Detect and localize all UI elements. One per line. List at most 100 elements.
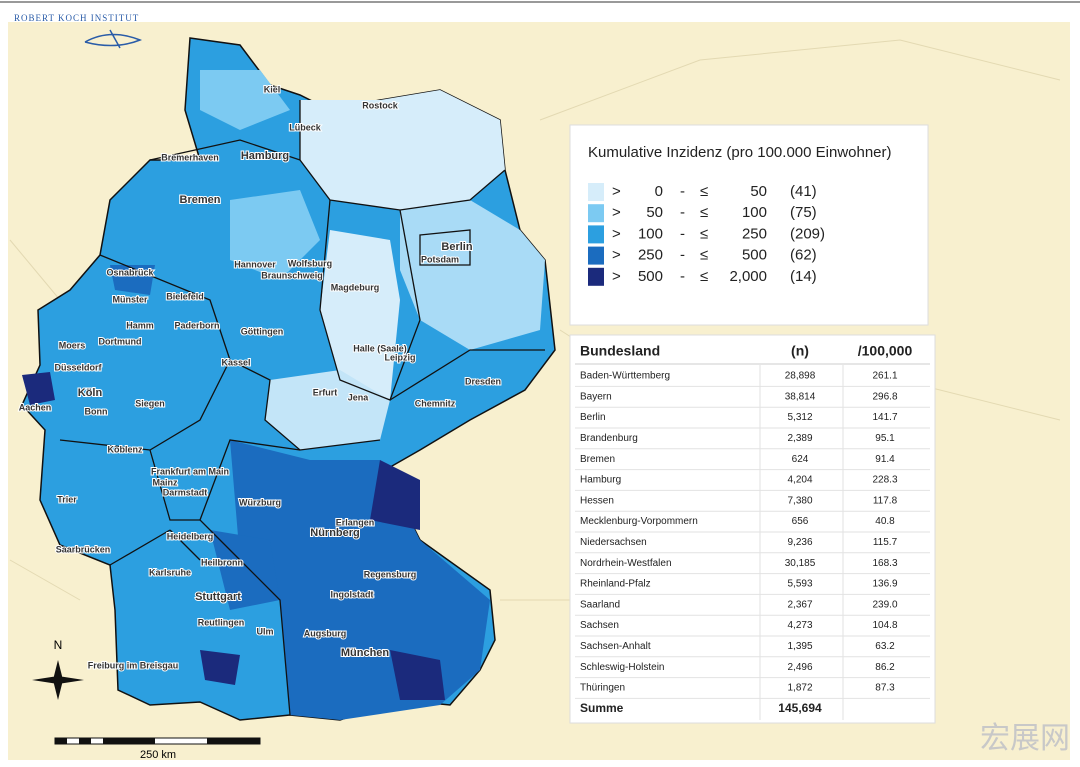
city-label: Leipzig	[385, 352, 416, 362]
city-label: Dresden	[465, 376, 501, 386]
city-label: Potsdam	[421, 254, 459, 264]
city-label: Stuttgart	[195, 591, 241, 603]
table-cell: Brandenburg	[580, 433, 638, 444]
city-label: Kiel	[264, 84, 281, 94]
legend-count: (75)	[790, 204, 817, 221]
table-cell: 104.8	[872, 620, 897, 631]
legend-upper: 250	[742, 225, 767, 242]
north-arrow: N	[32, 638, 84, 700]
city-label: Köln	[78, 387, 103, 399]
logo: ROBERT KOCH INSTITUT	[14, 13, 143, 49]
table-cell: 2,496	[787, 662, 812, 673]
legend-count: (62)	[790, 247, 817, 264]
city-label: Erfurt	[313, 387, 338, 397]
table-cell: 30,185	[785, 558, 816, 569]
city-label: Reutlingen	[198, 617, 245, 627]
legend-upper: 50	[750, 183, 767, 200]
regions	[22, 70, 545, 720]
city-label: Bielefeld	[166, 291, 204, 301]
legend-symbol: ≤	[700, 268, 708, 285]
city-label: Hamburg	[241, 150, 289, 162]
table-cell: 2,367	[787, 599, 812, 610]
table-cell: Hamburg	[580, 475, 621, 486]
watermark: 宏展网	[980, 722, 1070, 755]
table-cell: 1,872	[787, 683, 812, 694]
legend-swatch	[588, 225, 604, 244]
city-label: Bremen	[180, 194, 221, 206]
city-label: Halle (Saale)	[353, 343, 407, 353]
legend-symbol: >	[612, 183, 621, 200]
city-label: Kassel	[221, 357, 250, 367]
table-cell: 40.8	[875, 516, 895, 527]
legend-symbol: -	[680, 183, 685, 200]
table-cell: 95.1	[875, 433, 895, 444]
city-label: Rostock	[362, 100, 399, 110]
city-label: Paderborn	[174, 320, 219, 330]
table-cell: 168.3	[872, 558, 897, 569]
scale-label: 250 km	[140, 749, 176, 761]
table-box	[569, 334, 936, 724]
table-cell: Mecklenburg-Vorpommern	[580, 516, 698, 527]
legend-swatch	[588, 204, 604, 223]
table-cell: Schleswig-Holstein	[580, 662, 664, 673]
legend-symbol: ≤	[700, 247, 708, 264]
region-dark	[210, 530, 280, 610]
legend-swatch	[588, 183, 604, 201]
city-label: Jena	[348, 392, 370, 402]
table-cell: Hessen	[580, 495, 614, 506]
table-cell: 296.8	[872, 391, 897, 402]
legend-symbol: ≤	[700, 225, 708, 242]
legend-symbol: ≤	[700, 204, 708, 221]
region-light	[400, 200, 545, 350]
legend-symbol: -	[680, 204, 685, 221]
table-cell: 656	[792, 516, 809, 527]
legend-lower: 0	[655, 183, 663, 200]
city-label: Hamm	[126, 320, 154, 330]
city-label: Braunschweig	[261, 270, 323, 280]
state-borders	[59, 100, 545, 716]
legend-upper: 2,000	[729, 268, 767, 285]
city-label: Aachen	[19, 402, 52, 412]
table-cell: 86.2	[875, 662, 895, 673]
scale-segment	[79, 738, 91, 744]
table-cell: 28,898	[785, 371, 816, 382]
table-cell: 228.3	[872, 475, 897, 486]
table-cell: 261.1	[872, 371, 897, 382]
city-label: München	[341, 647, 390, 659]
city-label: Augsburg	[304, 628, 347, 638]
region-light	[320, 230, 400, 400]
region-darkest	[200, 650, 240, 685]
legend-symbol: -	[680, 247, 685, 264]
table-cell: Thüringen	[580, 683, 625, 694]
city-label: Düsseldorf	[54, 362, 102, 372]
city-label: Frankfurt am Main	[151, 466, 229, 476]
city-label: Bonn	[85, 406, 108, 416]
city-label: Bremerhaven	[161, 152, 219, 162]
city-label: Magdeburg	[331, 282, 380, 292]
north-label: N	[54, 638, 63, 652]
border	[389, 349, 545, 401]
table-cell: Saarland	[580, 599, 620, 610]
city-label: Berlin	[441, 241, 472, 253]
border	[319, 199, 421, 401]
table-cell: 5,312	[787, 412, 812, 423]
city-label: Würzburg	[239, 497, 281, 507]
legend-count: (41)	[790, 183, 817, 200]
legend-lower: 50	[646, 204, 663, 221]
legend-symbol: -	[680, 225, 685, 242]
city-label: Erlangen	[336, 517, 375, 527]
region-light	[265, 370, 390, 450]
legend-upper: 100	[742, 204, 767, 221]
city-label: Wolfsburg	[288, 258, 332, 268]
table-total: 145,694	[778, 701, 822, 715]
scale-segment	[207, 738, 260, 744]
table-cell: 117.8	[873, 495, 898, 506]
legend-lower: 100	[638, 225, 663, 242]
table-cell: Sachsen-Anhalt	[580, 641, 651, 652]
legend-symbol: >	[612, 204, 621, 221]
city-label: Ingolstadt	[331, 589, 374, 599]
table-cell: 239.0	[872, 599, 897, 610]
city-label: Saarbrücken	[56, 544, 111, 554]
city-label: Heidelberg	[167, 531, 214, 541]
